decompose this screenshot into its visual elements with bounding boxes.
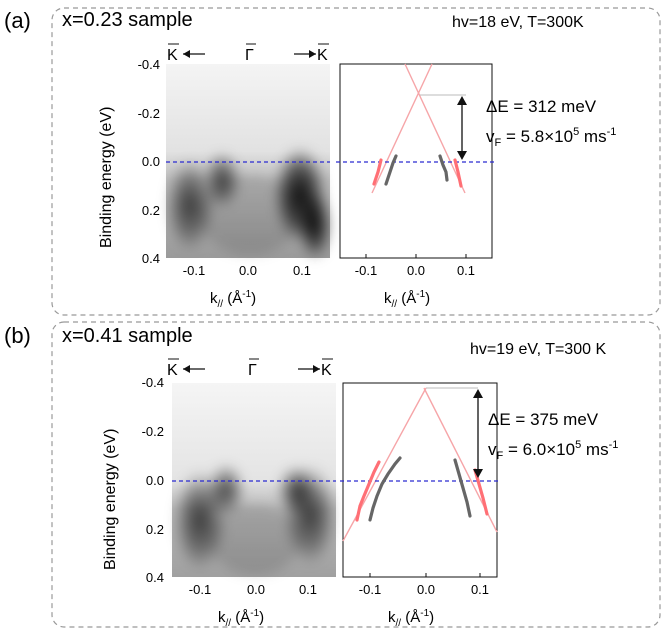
panel-a-ytick-2: 0.0	[142, 154, 160, 169]
svg-text:0.2: 0.2	[146, 522, 164, 537]
panel-a-k-right: K	[294, 43, 329, 64]
panel-a-letter: (a)	[4, 8, 31, 33]
panel-a-ytick-3: 0.2	[142, 203, 160, 218]
panel-b-k-left: K	[167, 358, 205, 379]
svg-text:0.0: 0.0	[407, 263, 425, 278]
panel-a-ytick-0: -0.4	[138, 57, 160, 72]
svg-text:K: K	[167, 362, 178, 379]
svg-text:-0.1: -0.1	[355, 263, 377, 278]
svg-text:0.1: 0.1	[293, 263, 311, 278]
panel-a-sample: x=0.23 sample	[62, 9, 193, 31]
svg-text:0.0: 0.0	[146, 473, 164, 488]
svg-text:0.0: 0.0	[247, 582, 265, 597]
svg-text:Γ: Γ	[245, 47, 254, 64]
svg-text:K: K	[317, 47, 328, 64]
panel-a-arpes-image	[166, 64, 331, 259]
panel-b-letter: (b)	[4, 323, 31, 348]
panel-a-border	[51, 7, 661, 316]
svg-text:-0.1: -0.1	[183, 263, 205, 278]
panel-b-xlabel-left: k// (Å-1)	[218, 608, 264, 629]
panel-b-sample: x=0.41 sample	[62, 325, 193, 347]
panel-a-xlabel-right: k// (Å-1)	[384, 289, 430, 310]
svg-text:0.0: 0.0	[239, 263, 257, 278]
panel-b-arpes-image	[172, 383, 336, 577]
panel-b-xlabel-right: k// (Å-1)	[388, 608, 434, 629]
panel-b-x-axis-right: -0.1 0.0 0.1	[359, 573, 489, 597]
panel-a-ytick-1: -0.2	[138, 106, 160, 121]
panel-a-xlabel-left: k// (Å-1)	[210, 289, 256, 310]
svg-text:Γ: Γ	[248, 362, 257, 379]
panel-b-dispersion-frame	[342, 382, 498, 578]
panel-b-y-axis: -0.4 -0.2 0.0 0.2 0.4	[142, 375, 164, 585]
panel-b-delta-e-arrow	[473, 389, 483, 478]
svg-text:-0.2: -0.2	[142, 424, 164, 439]
panel-b-conditions: hv=19 eV, T=300 K	[470, 341, 606, 358]
svg-text:K: K	[167, 47, 178, 64]
panel-a-conditions: hv=18 eV, T=300K	[452, 14, 584, 31]
panel-a-dispersion-frame	[339, 63, 493, 259]
panel-b-k-right: K	[298, 358, 333, 379]
svg-text:-0.4: -0.4	[142, 375, 164, 390]
panel-b-vf: vF = 6.0×105 ms-1	[488, 439, 618, 462]
svg-text:0.1: 0.1	[471, 582, 489, 597]
panel-a-k-left: K	[167, 43, 205, 64]
svg-text:0.0: 0.0	[417, 582, 435, 597]
panel-a-y-axis: -0.4 -0.2 0.0 0.2 0.4	[138, 57, 160, 266]
svg-text:0.4: 0.4	[146, 570, 164, 585]
panel-a-delta-e: ΔE = 312 meV	[486, 97, 597, 116]
panel-a-x-axis-left: -0.1 0.0 0.1	[183, 263, 311, 278]
panel-a-ytick-4: 0.4	[142, 251, 160, 266]
panel-b-ylabel: Binding energy (eV)	[102, 429, 119, 570]
svg-text:-0.1: -0.1	[189, 582, 211, 597]
panel-b-x-axis-left: -0.1 0.0 0.1	[189, 582, 317, 597]
svg-text:0.1: 0.1	[457, 263, 475, 278]
svg-text:0.1: 0.1	[299, 582, 317, 597]
panel-b-delta-e: ΔE = 375 meV	[488, 410, 599, 429]
svg-text:K: K	[321, 362, 332, 379]
panel-a-gamma: Γ	[245, 43, 256, 64]
panel-b-border	[51, 321, 661, 628]
panel-a-x-axis-right: -0.1 0.0 0.1	[355, 254, 475, 278]
panel-a-ylabel: Binding energy (eV)	[98, 107, 115, 248]
panel-a-dispersion-lines	[336, 63, 496, 194]
svg-text:-0.1: -0.1	[359, 582, 381, 597]
panel-a-delta-e-arrow	[457, 96, 467, 160]
panel-b-dispersion-lines	[340, 387, 500, 542]
panel-b-gamma: Γ	[248, 358, 259, 379]
panel-a-vf: vF = 5.8×105 ms-1	[486, 126, 616, 149]
